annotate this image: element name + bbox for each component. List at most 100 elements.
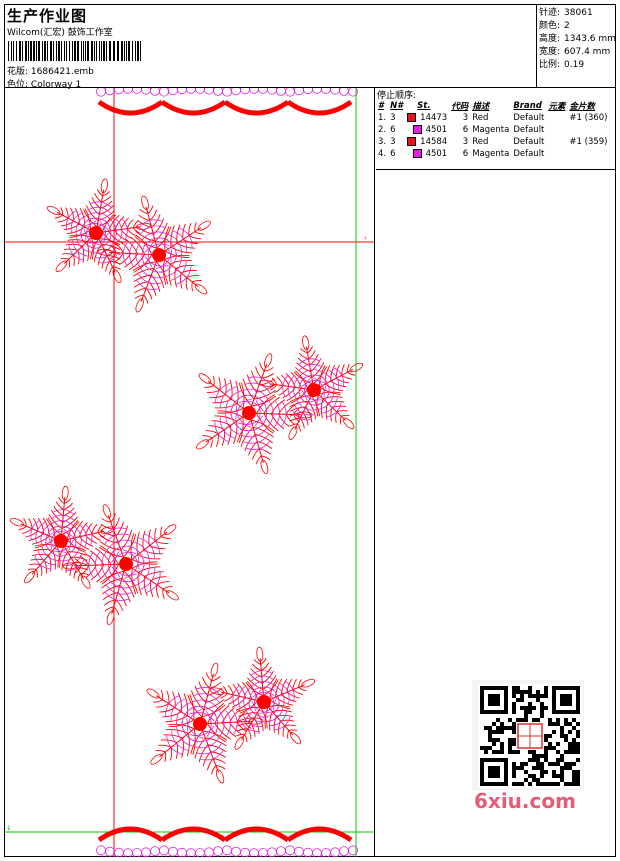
petal-fill bbox=[70, 212, 82, 233]
petal-vein bbox=[221, 691, 265, 703]
petal-fill bbox=[110, 219, 117, 242]
header-panel: 生产作业图 Wilcom(汇宏) 鼓饰工作室 花版: 1686421.emb 色… bbox=[4, 4, 536, 90]
qr-module bbox=[560, 774, 564, 778]
stat-value: 38061 bbox=[564, 8, 593, 18]
qr-module bbox=[556, 718, 560, 722]
qr-module bbox=[548, 782, 552, 786]
leaflet-right bbox=[143, 576, 148, 597]
top-scallop-border bbox=[96, 88, 358, 116]
leaflet-right bbox=[160, 689, 164, 700]
leaflet-right bbox=[311, 362, 325, 378]
row-stitches: 4501 bbox=[405, 124, 449, 136]
leaflet-right bbox=[244, 434, 256, 452]
leaflet-left bbox=[176, 224, 181, 244]
petal-fill bbox=[99, 221, 106, 244]
petal-fill bbox=[218, 709, 225, 737]
petal-fill bbox=[135, 241, 142, 267]
leaflet-right bbox=[276, 376, 284, 386]
qr-module bbox=[508, 750, 512, 754]
leaflet-left bbox=[115, 599, 124, 611]
qr-module bbox=[544, 690, 548, 694]
leaflet-left bbox=[247, 728, 252, 740]
leaflet-left bbox=[255, 433, 274, 444]
petal-fill bbox=[123, 549, 140, 571]
leaflet-right bbox=[307, 346, 313, 354]
leaflet-left bbox=[215, 765, 226, 770]
petal-fill bbox=[332, 367, 345, 387]
qr-module bbox=[528, 702, 532, 706]
qr-module bbox=[576, 734, 580, 738]
petal-fill bbox=[138, 273, 162, 285]
leaflet-right bbox=[236, 728, 248, 732]
petal-fill bbox=[51, 520, 74, 526]
petal-fill bbox=[248, 688, 257, 711]
leaflet-left bbox=[138, 214, 150, 221]
qr-module bbox=[556, 782, 560, 786]
barcode-bar bbox=[13, 41, 14, 61]
flower-center bbox=[89, 226, 103, 240]
leaflet-left bbox=[165, 715, 188, 723]
leaflet-right bbox=[125, 238, 139, 255]
leaflet-right bbox=[23, 518, 27, 527]
scallop-loop bbox=[339, 846, 349, 856]
barcode-bar bbox=[132, 41, 133, 61]
petal-fill bbox=[299, 363, 322, 371]
barcode-bar bbox=[121, 41, 123, 61]
barcode-bar bbox=[74, 41, 76, 61]
scallop-loop bbox=[231, 846, 241, 857]
petal-fill bbox=[79, 525, 88, 547]
qr-module bbox=[500, 750, 504, 754]
leaflet-right bbox=[65, 556, 72, 574]
leaflet-right bbox=[61, 551, 68, 571]
leaflet-right bbox=[84, 552, 97, 566]
leaflet-left bbox=[204, 385, 215, 388]
qr-module bbox=[520, 690, 524, 694]
leaflet-right bbox=[244, 721, 252, 729]
leaflet-right bbox=[61, 516, 78, 529]
leaflet-left bbox=[261, 455, 271, 461]
qr-module bbox=[512, 702, 516, 706]
petal-fill bbox=[165, 257, 182, 277]
leaflet-left bbox=[252, 663, 262, 672]
qr-module bbox=[508, 718, 512, 722]
leaflet-right bbox=[60, 207, 64, 216]
qr-module bbox=[532, 766, 536, 770]
petal-fill bbox=[225, 413, 241, 436]
barcode-bar bbox=[87, 41, 89, 61]
qr-module bbox=[572, 746, 576, 750]
leaflet-right bbox=[298, 686, 307, 692]
scallop-loop bbox=[276, 88, 286, 96]
petal-tip bbox=[106, 610, 115, 626]
leaflet-left bbox=[255, 366, 263, 379]
qr-module bbox=[500, 746, 504, 750]
leaflet-left bbox=[202, 677, 210, 689]
leaflet-left bbox=[186, 274, 200, 278]
leaflet-left bbox=[144, 571, 164, 577]
qr-module bbox=[560, 734, 564, 738]
qr-module bbox=[544, 746, 548, 750]
col-header: 金片数 bbox=[569, 102, 595, 112]
row-needle: 3 bbox=[390, 113, 396, 123]
petal bbox=[23, 537, 66, 584]
company-name: Wilcom(汇宏) 鼓饰工作室 bbox=[7, 28, 113, 38]
row-element bbox=[546, 148, 567, 160]
petal-tip bbox=[198, 373, 212, 384]
petal-vein bbox=[56, 211, 97, 234]
stop-sequence-table: # N# St. 代码 描述 Brand 元素 金片数 1. 3 14473 3 Red… bbox=[376, 100, 610, 160]
leaflet-right bbox=[108, 230, 124, 245]
flower-cluster-1a bbox=[46, 178, 151, 283]
barcode-bar bbox=[61, 41, 62, 61]
leaflet-left bbox=[88, 201, 100, 215]
petal-fill bbox=[188, 712, 215, 722]
petal-vein bbox=[109, 251, 160, 256]
petal-tip bbox=[256, 646, 264, 662]
petal-fill bbox=[326, 401, 342, 418]
petal-vein bbox=[107, 514, 127, 565]
leaflet-right bbox=[238, 712, 258, 717]
leaflet-right bbox=[134, 287, 147, 294]
leaflet-left bbox=[192, 279, 202, 283]
petal-fill bbox=[214, 420, 230, 443]
qr-module bbox=[532, 758, 536, 762]
petal bbox=[238, 353, 277, 414]
petal-tip bbox=[264, 353, 273, 368]
